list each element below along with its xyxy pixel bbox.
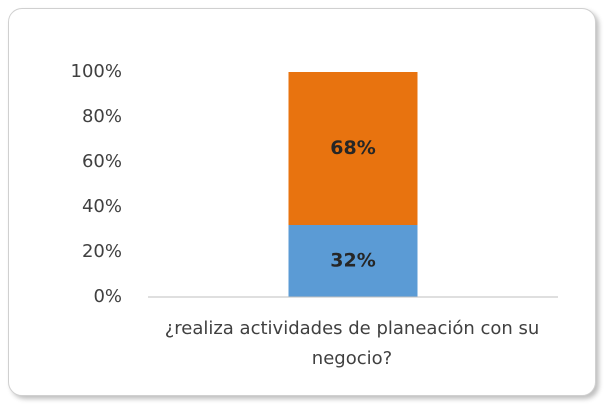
y-tick-label: 100% xyxy=(71,61,122,82)
data-label: 32% xyxy=(330,250,375,272)
y-tick-label: 60% xyxy=(82,151,122,172)
bar-segment xyxy=(288,72,418,225)
y-tick-label: 40% xyxy=(82,196,122,217)
y-tick-label: 20% xyxy=(82,241,122,262)
bar-segment xyxy=(288,225,418,297)
data-label: 68% xyxy=(330,137,375,159)
y-tick-label: 80% xyxy=(82,106,122,127)
x-tick-label: ¿realiza actividades de planeación con s… xyxy=(164,318,540,369)
y-tick-label: 0% xyxy=(93,286,122,307)
